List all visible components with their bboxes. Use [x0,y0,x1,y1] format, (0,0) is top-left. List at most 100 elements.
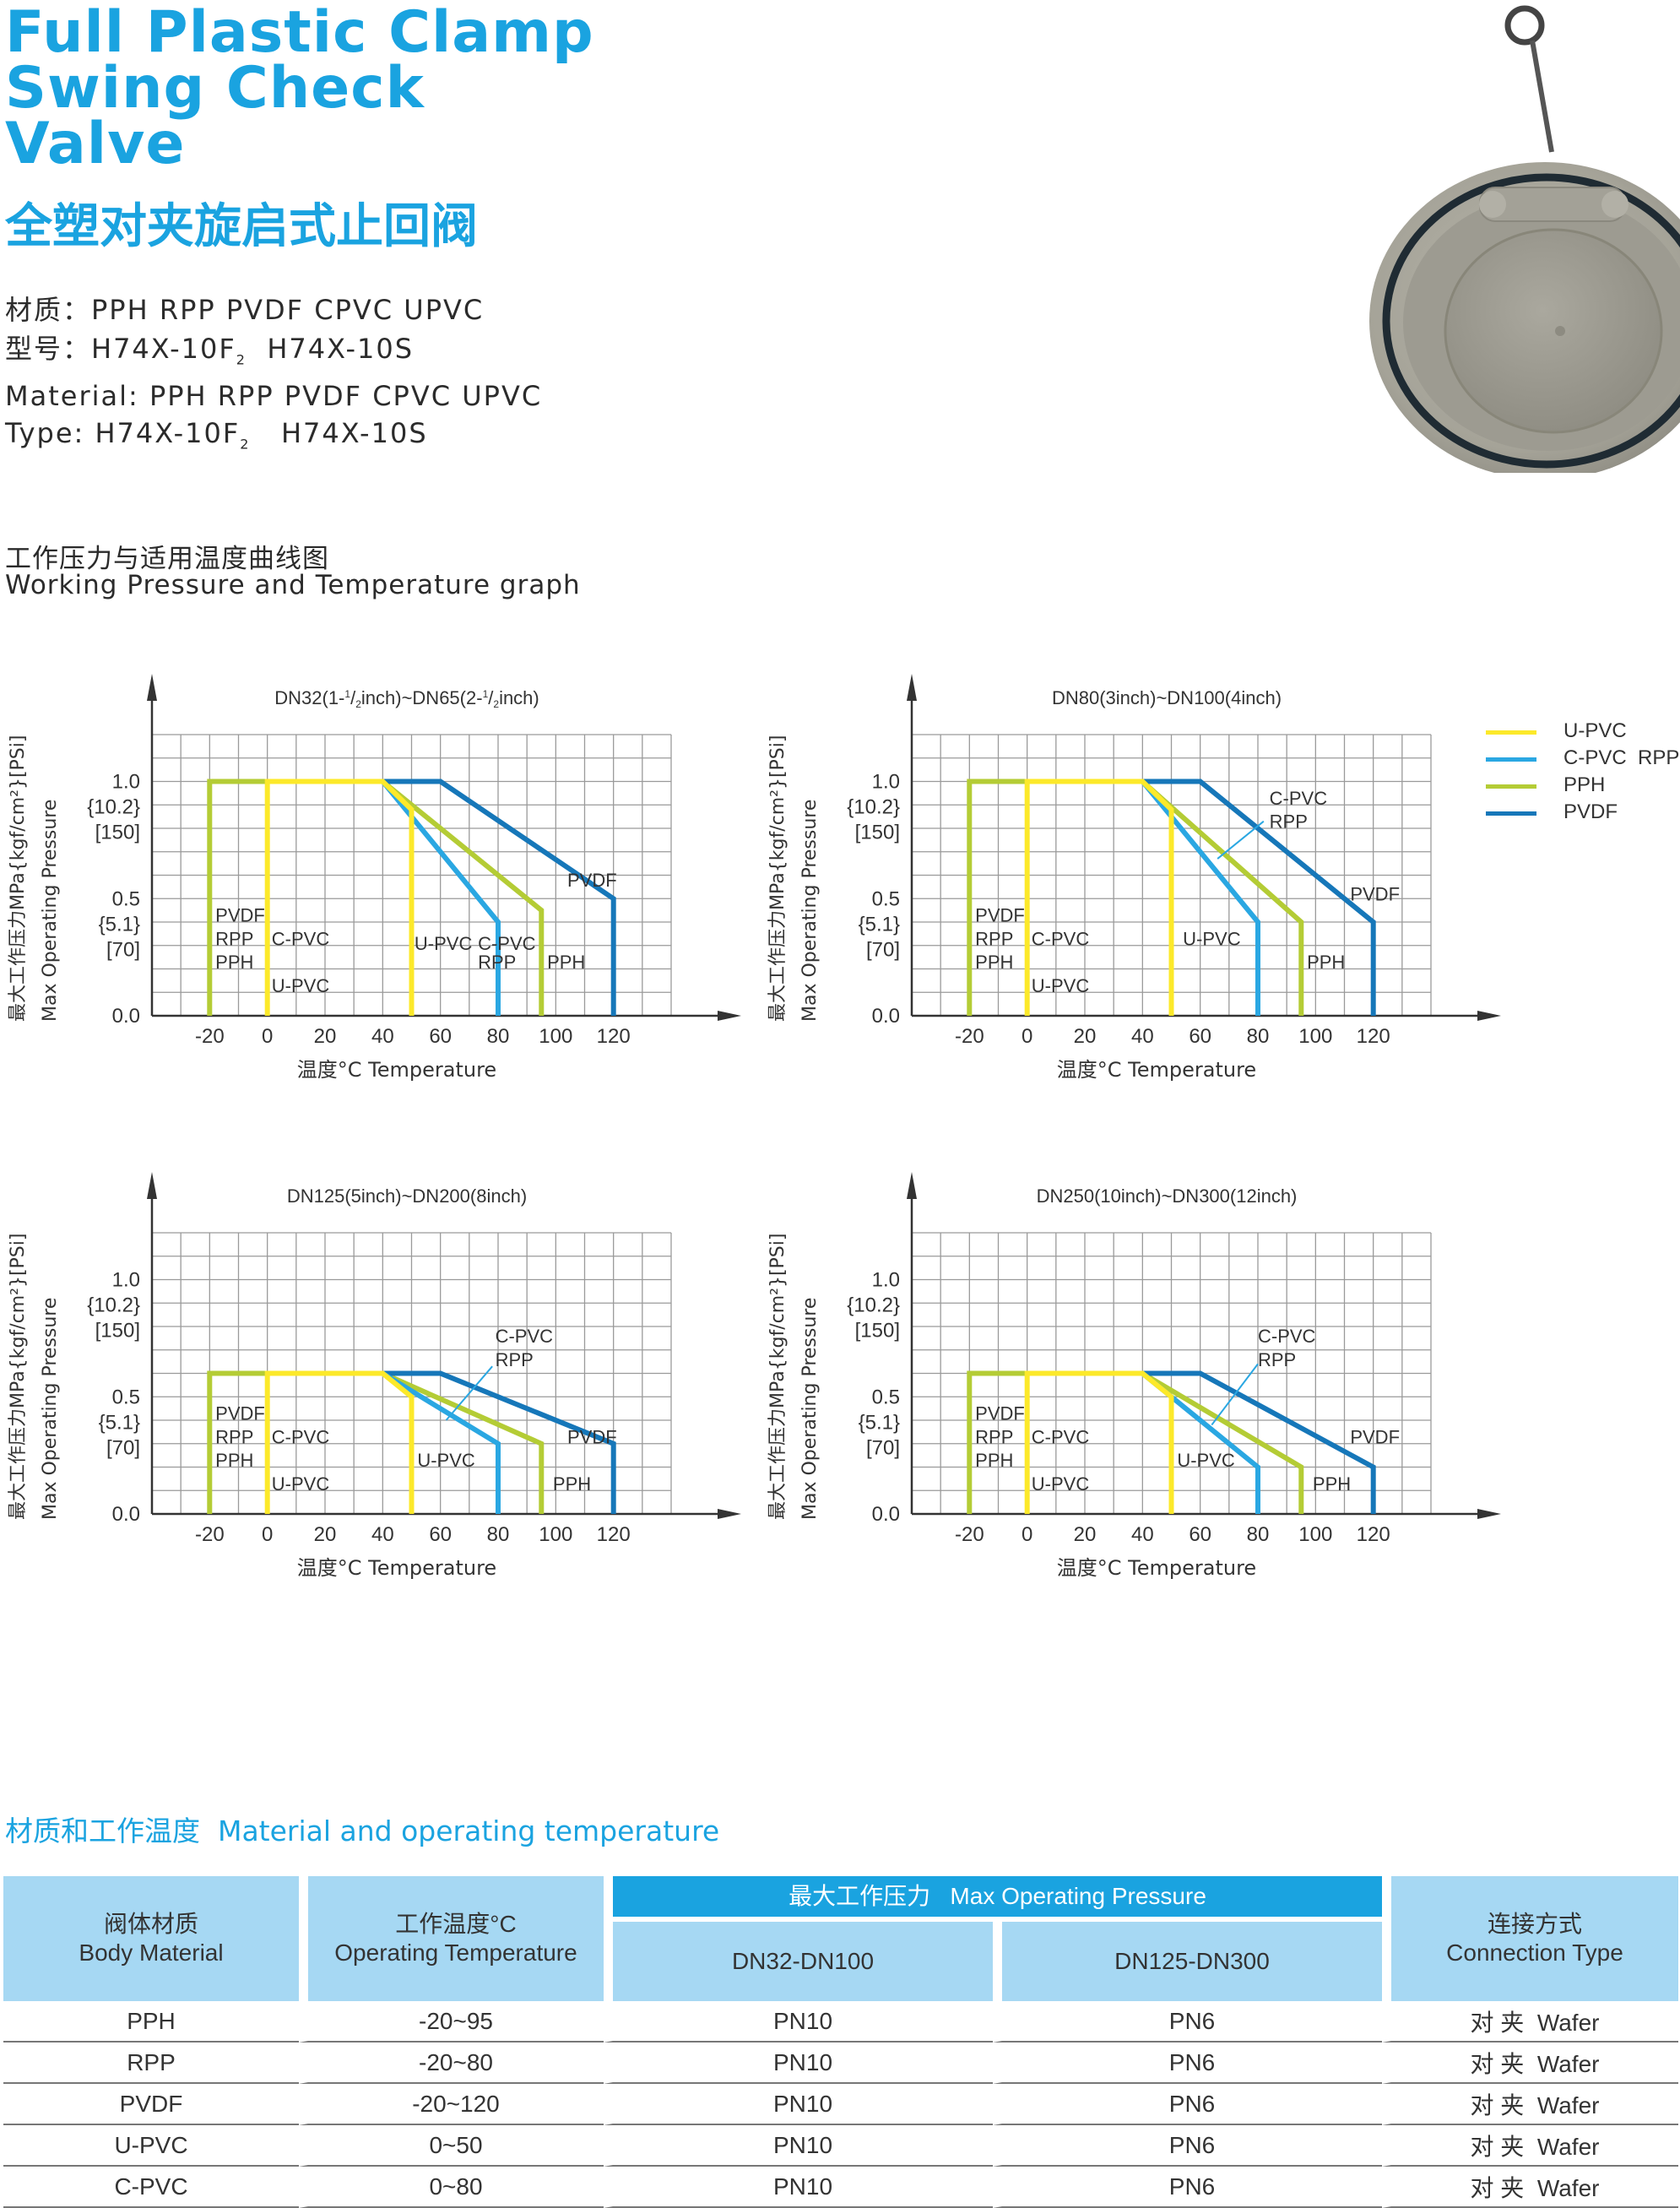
table-row: PVDF -20~120 PN10 PN6 对 夹 Wafer [3,2084,1678,2125]
x-tick-label: 0 [262,1025,273,1048]
pressure-temp-chart-dn80-dn100: DN80(3inch)~DN100(4inch) -20 0 20 40 60 80 100 1… [767,674,1501,1082]
title-line-1: Full Plastic Clamp [5,0,594,66]
series-annotation: PPH [215,952,253,973]
y-tick-label: 0.0 [872,1005,900,1028]
y-axis-label-en: Max Operating Pressure [799,1298,821,1520]
x-tick-label: 80 [1247,1025,1270,1048]
legend-item-cpvc-rpp: C-PVC RPP [1486,746,1680,772]
y-tick-label: [150] [95,1320,140,1343]
x-tick-label: 100 [539,1523,572,1546]
x-tick-label: 20 [1074,1025,1097,1048]
series-annotation: RPP [975,928,1013,949]
header-body-material-cn: 阀体材质 [103,1911,198,1937]
series-line-pvdf [1142,1370,1376,1514]
series-annotation: U-PVC [272,975,330,996]
x-axis-label: 温度°C Temperature [297,1556,496,1580]
spec-type-cn-sub: 2 [236,351,247,368]
x-tick-label: 100 [1298,1523,1332,1546]
x-tick-label: 60 [1189,1523,1211,1546]
table-row: PPH -20~95 PN10 PN6 对 夹 Wafer [3,2001,1678,2043]
series-annotation: U-PVC [1183,928,1241,949]
y-tick-label: {10.2} [847,796,900,819]
y-tick-label: {5.1} [859,913,900,936]
y-tick-label: {5.1} [99,913,140,936]
series-annotation: C-PVC [478,933,536,954]
annotation-pointer [1211,1363,1259,1426]
x-axis-arrow [1477,1011,1501,1021]
x-tick-label: 0 [1022,1523,1032,1546]
y-tick-label: 1.0 [112,771,140,794]
y-axis-label-cn: 最大工作压力MPa{kgf/cm²}[PSi] [767,735,789,1022]
series-annotation: U-PVC [272,1473,330,1495]
series-annotation: C-PVC [272,1426,330,1447]
series-line-cpvc-rpp [1141,1371,1260,1514]
x-tick-label: 0 [262,1523,273,1546]
legend-label-pvdf: PVDF [1563,800,1618,823]
y-tick-label: [150] [855,822,900,844]
series-annotation: PPH [1307,952,1345,973]
table-row: RPP -20~80 PN10 PN6 对 夹 Wafer [3,2043,1678,2084]
x-tick-label: 40 [1131,1025,1154,1048]
spec-type-cn-main: 型号：H74X-10F [5,333,236,365]
series-line-upvc [264,778,415,1016]
series-annotation: PVDF [975,1403,1025,1424]
cell-pressure-large: PN6 [993,2167,1382,2208]
header-dn-large: DN125-DN300 [993,1917,1382,2001]
x-tick-label: -20 [195,1523,225,1546]
cell-pressure-large: PN6 [993,2084,1382,2125]
cell-material: PPH [3,2001,299,2043]
chart-title: DN80(3inch)~DN100(4inch) [1052,687,1282,708]
material-table-title: 材质和工作温度 Material and operating temperatu… [5,1815,720,1847]
y-tick-label: 0.0 [112,1005,140,1028]
series-line-pvdf [1142,778,1376,1016]
x-axis-arrow [1477,1509,1501,1519]
y-tick-label: [70] [866,1436,900,1459]
spec-material-cn: 材质：PPH RPP PVDF CPVC UPVC [5,294,485,326]
x-tick-label: 80 [487,1523,510,1546]
legend-item-pph: PPH [1486,773,1680,799]
spec-material-en: Material: PPH RPP PVDF CPVC UPVC [5,380,543,412]
header-temp-en: Operating Temperature [334,1939,577,1966]
series-annotation: PPH [553,1473,591,1495]
series-line-cpvc-rpp [381,1370,501,1514]
y-tick-label: {10.2} [847,1294,900,1317]
series-annotation: RPP [478,952,516,973]
title-line-3: Valve [5,111,186,177]
x-axis-arrow [718,1509,741,1519]
series-line-upvc [1024,1370,1174,1514]
legend-item-upvc: U-PVC [1486,719,1680,745]
graph-heading-en: Working Pressure and Temperature graph [5,570,581,600]
y-tick-label: 0.0 [872,1503,900,1526]
series-annotation: RPP [496,1349,534,1370]
spec-type-cn-post: H74X-10S [246,333,415,365]
pressure-temp-chart-dn32-dn65: DN32(1-1/2inch)~DN65(2-1/2inch)-20 0 20 40 6… [8,674,741,1082]
cell-pressure-large: PN6 [993,2043,1382,2084]
series-annotation: PPH [215,1450,253,1471]
series-annotation: C-PVC [1258,1326,1316,1347]
chart-title-frac-num: 1 [344,688,350,700]
series-line-cpvc-rpp [1140,779,1260,1016]
graph-heading-cn: 工作压力与适用温度曲线图 [5,544,329,574]
spec-type-en-main: Type: H74X-10F [5,417,241,449]
material-temperature-table: 阀体材质 Body Material 工作温度°C Operating Temp… [3,1876,1678,2208]
spec-type-en-sub: 2 [240,436,251,453]
title-line-2: Swing Check [5,55,425,122]
chart-title-frac-den: 2 [355,698,361,710]
cell-pressure-small: PN10 [604,2001,993,2043]
cell-material: U-PVC [3,2125,299,2167]
chart-title-part: inch) [499,687,539,708]
y-axis-arrow [147,674,157,701]
cell-pressure-large: PN6 [993,2125,1382,2167]
x-tick-label: 100 [539,1025,572,1048]
cell-connection: 对 夹 Wafer [1382,2043,1678,2084]
series-line-pvdf [382,778,616,1016]
legend-label-cpvc-rpp: C-PVC RPP [1563,746,1680,769]
series-line-cpvc-rpp [380,779,501,1016]
series-annotation: RPP [215,928,253,949]
header-operating-temp: 工作温度°C Operating Temperature [299,1876,604,2001]
cell-connection: 对 夹 Wafer [1382,2125,1678,2167]
y-tick-label: [70] [106,938,140,961]
series-line-pvdf [382,1370,616,1514]
x-tick-label: 20 [314,1523,337,1546]
chart-title-frac-den: 2 [493,698,499,710]
